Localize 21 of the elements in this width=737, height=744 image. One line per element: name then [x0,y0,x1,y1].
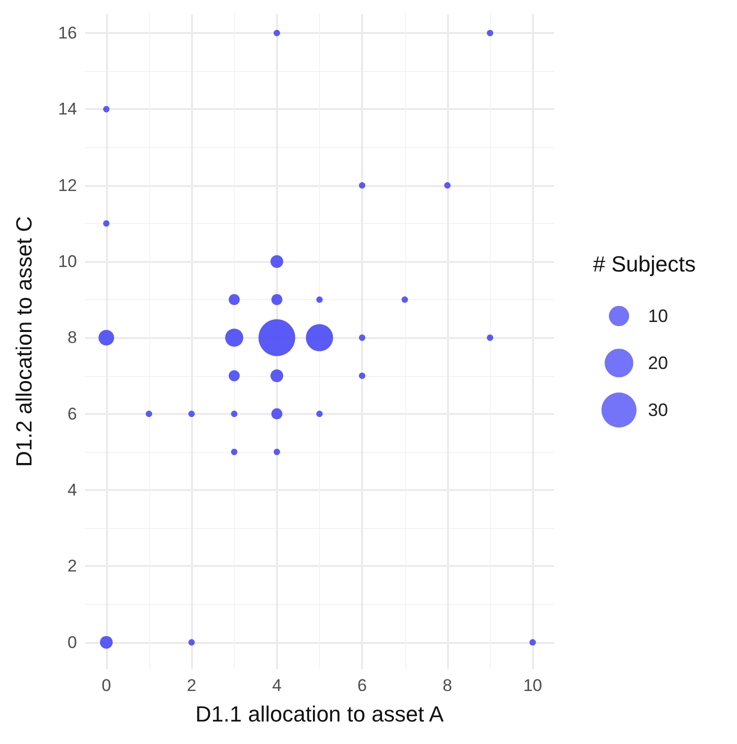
legend-title: # Subjects [593,252,696,276]
y-tick-label: 16 [58,24,77,43]
y-tick-label: 0 [68,632,77,652]
x-tick-label: 6 [357,676,367,695]
x-axis-title: D1.1 allocation to asset A [195,702,444,726]
legend-label: 30 [648,400,668,420]
y-tick-label: 12 [58,176,77,195]
y-tick-label: 14 [58,100,77,119]
y-axis-title: D1.2 allocation to asset C [12,216,36,467]
x-tick-label: 8 [442,676,452,695]
y-tick-label: 2 [68,556,77,576]
y-tick-label: 6 [68,404,77,424]
x-tick-label: 4 [272,676,282,695]
x-tick-label: 10 [523,676,542,695]
x-tick-label: 2 [186,676,196,695]
y-tick-label: 4 [68,480,77,500]
y-tick-label: 8 [68,328,77,348]
x-tick-label: 0 [102,676,112,695]
legend-label: 20 [648,353,668,373]
y-tick-label: 10 [58,252,77,272]
legend-label: 10 [648,306,668,326]
